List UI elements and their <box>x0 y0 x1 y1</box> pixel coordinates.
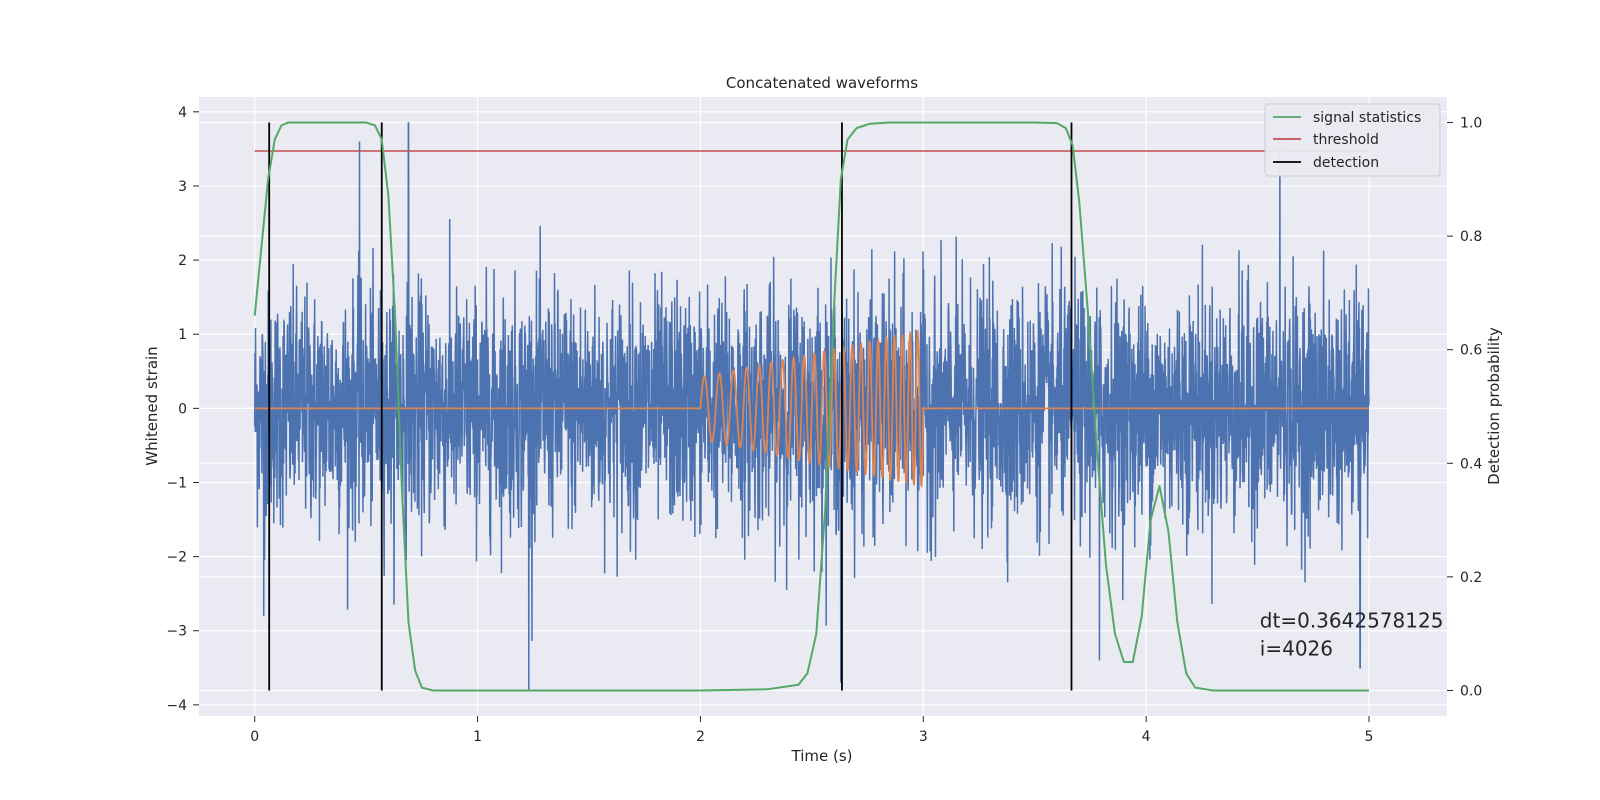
y-tick-label-right: 0.0 <box>1460 683 1482 699</box>
y-tick-label-left: −2 <box>166 550 187 566</box>
x-tick-label: 5 <box>1365 729 1374 745</box>
x-tick-label: 3 <box>919 729 928 745</box>
chart-title: Concatenated waveforms <box>726 74 918 92</box>
y-tick-label-left: 0 <box>178 401 187 417</box>
y-tick-label-right: 0.8 <box>1460 229 1482 245</box>
legend-label-threshold: threshold <box>1313 132 1379 148</box>
signal-statistics-series <box>253 121 1369 692</box>
y-tick-label-left: 4 <box>178 105 187 121</box>
y-tick-label-right: 0.6 <box>1460 343 1482 359</box>
y-axis-label-left: Whitened strain <box>143 346 161 465</box>
x-axis-label: Time (s) <box>791 747 853 765</box>
x-tick-label: 4 <box>1142 729 1151 745</box>
y-tick-label-right: 1.0 <box>1460 116 1482 132</box>
y-tick-label-left: −4 <box>166 698 187 714</box>
y-tick-label-left: 3 <box>178 179 187 195</box>
noise-series <box>253 122 1370 691</box>
legend-box <box>1264 103 1441 177</box>
y-tick-label-right: 0.2 <box>1460 570 1482 586</box>
y-tick-label-left: 2 <box>178 253 187 269</box>
annotation: dt=0.3642578125 i=4026 <box>1260 609 1444 661</box>
axes: 0 1 2 3 4 5 −4 −3 −2 −1 0 1 2 3 4 0.0 0.2 0.4 0.6 0.8 1.0 <box>166 105 1482 745</box>
y-tick-label-left: −3 <box>166 624 187 640</box>
x-tick-label: 2 <box>696 729 705 745</box>
legend-label-detection: detection <box>1313 155 1379 171</box>
y-tick-label-left: −1 <box>166 475 187 491</box>
noise-line <box>253 122 1370 691</box>
x-tick-label: 1 <box>473 729 482 745</box>
y-tick-label-right: 0.4 <box>1460 456 1482 472</box>
signal-statistics-line <box>253 121 1369 692</box>
x-tick-label: 0 <box>250 729 259 745</box>
waveform-line <box>254 328 1369 488</box>
legend: signal statistics threshold detection <box>1264 103 1441 177</box>
y-tick-label-left: 1 <box>178 327 187 343</box>
legend-label-signal-statistics: signal statistics <box>1313 110 1421 126</box>
annotation-line: i=4026 <box>1260 637 1333 661</box>
annotation-line: dt=0.3642578125 <box>1260 609 1444 633</box>
detection-series <box>268 122 1073 691</box>
waveform-series <box>254 328 1369 488</box>
y-axis-label-right: Detection probability <box>1485 327 1503 485</box>
